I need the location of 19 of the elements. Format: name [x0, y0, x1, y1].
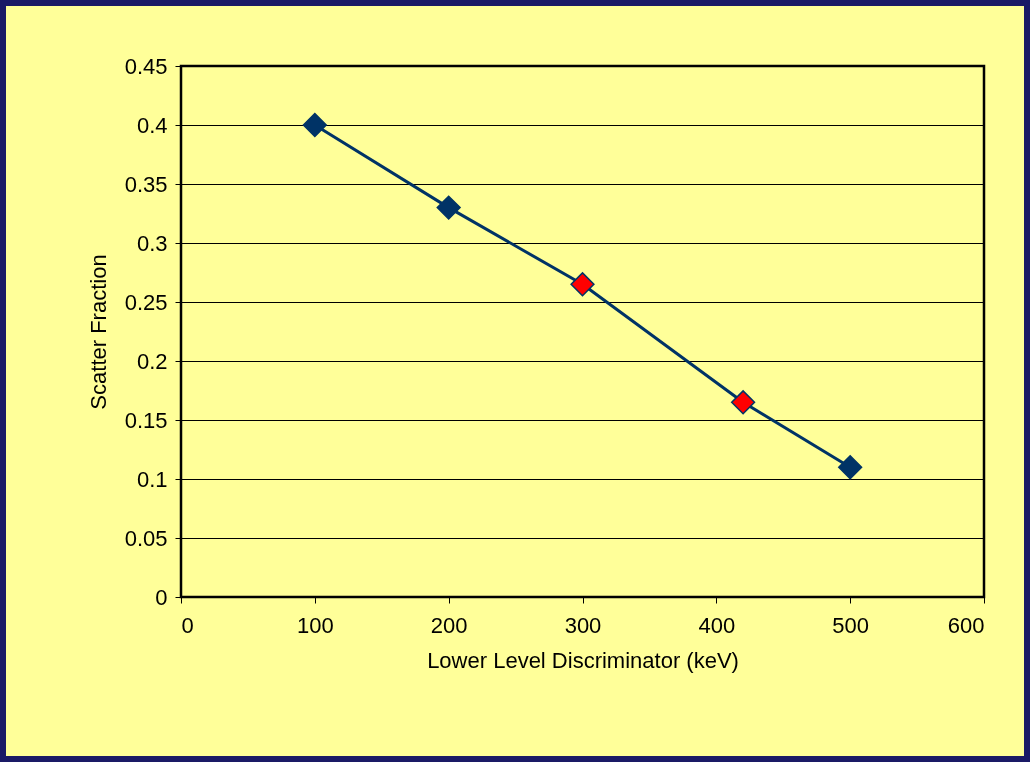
y-tick-label: 0.4: [136, 112, 168, 138]
y-tick-label: 0.25: [124, 289, 168, 315]
y-tick-label: 0.2: [136, 348, 168, 374]
y-tick-label: 0: [155, 584, 168, 610]
x-tick-label: 0: [181, 612, 194, 638]
y-tick-label: 0.15: [124, 407, 168, 433]
y-tick-label: 0.35: [124, 171, 168, 197]
y-tick-label: 0.45: [124, 53, 168, 79]
x-tick-label: 100: [296, 612, 334, 638]
x-tick-label: 400: [698, 612, 736, 638]
y-tick-label: 0.3: [136, 230, 168, 256]
x-tick-label: 300: [564, 612, 602, 638]
y-tick-label: 0.05: [124, 525, 168, 551]
y-axis-title: Scatter Fraction: [85, 254, 111, 410]
x-tick-label: 500: [832, 612, 870, 638]
x-axis-title: Lower Level Discriminator (keV): [427, 647, 739, 673]
x-tick-label: 600: [947, 612, 985, 638]
x-tick-label: 200: [430, 612, 468, 638]
y-tick-label: 0.1: [136, 466, 168, 492]
